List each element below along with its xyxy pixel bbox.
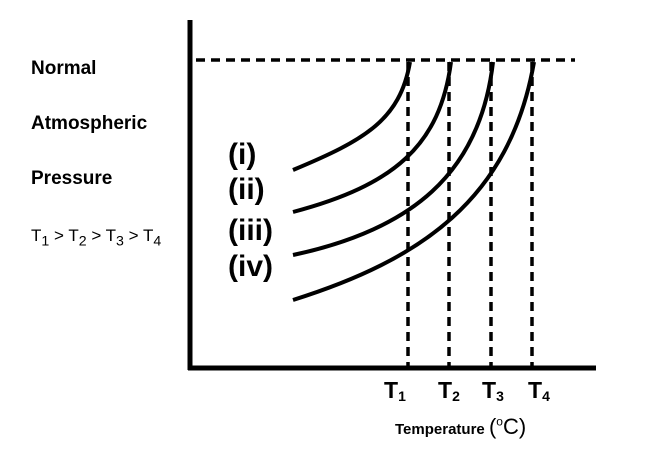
curve-iv [292,61,536,302]
tick-label-t3: T3 [482,377,504,404]
curve-i [292,61,412,172]
side-label-pressure: Pressure [31,168,113,189]
curve-label-i: (i) [228,138,256,171]
curve-iii [292,61,495,257]
tick-label-t1: T1 [384,377,406,404]
curve-label-ii: (ii) [228,173,265,206]
side-label-normal: Normal [31,58,97,79]
curve-ii [292,61,453,214]
x-axis-title: Temperature (oC) [395,414,527,439]
axis-unit: (oC) [488,414,527,439]
temperature-inequality: T1 > T2 > T3 > T4 [31,226,162,250]
curve-label-iv: (iv) [228,250,273,283]
side-label-atmospheric: Atmospheric [31,113,148,134]
tick-label-t4: T4 [528,377,550,404]
curve-label-iii: (iii) [228,214,273,247]
tick-label-t2: T2 [438,377,460,404]
